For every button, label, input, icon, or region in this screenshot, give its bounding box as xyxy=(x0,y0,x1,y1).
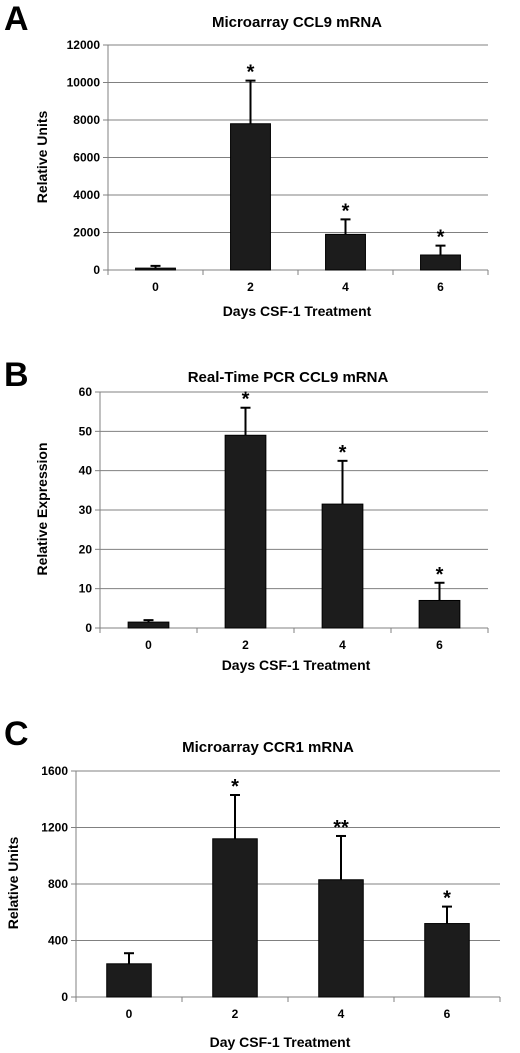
significance-marker: * xyxy=(443,888,451,910)
significance-marker: * xyxy=(247,62,255,84)
y-axis-label: Relative Expression xyxy=(34,442,50,575)
significance-marker: * xyxy=(242,389,250,411)
y-tick-label: 60 xyxy=(79,385,93,399)
x-tick-label: 6 xyxy=(437,280,444,294)
x-tick-label: 2 xyxy=(247,280,254,294)
x-tick-label: 4 xyxy=(339,638,346,652)
x-tick-label: 0 xyxy=(126,1007,133,1021)
bar xyxy=(424,923,470,998)
panel-letter: B xyxy=(4,356,29,394)
chart-b: B Real-Time PCR CCL9 mRNA Relative Expre… xyxy=(4,356,489,673)
x-tick-label: 4 xyxy=(342,280,349,294)
x-tick-label: 6 xyxy=(444,1007,451,1021)
y-tick-label: 1600 xyxy=(41,764,68,778)
y-axis-label: Relative Units xyxy=(34,110,50,203)
y-tick-label: 400 xyxy=(48,934,68,948)
y-axis-label: Relative Units xyxy=(5,836,21,929)
y-tick-label: 10000 xyxy=(67,76,101,90)
significance-marker: * xyxy=(339,442,347,464)
panel-letter: C xyxy=(4,715,29,753)
x-tick-label: 0 xyxy=(152,280,159,294)
significance-marker: * xyxy=(231,776,239,798)
y-tick-label: 10 xyxy=(79,582,93,596)
bar xyxy=(318,879,364,998)
plot-area: 0 400 800 1200 1600 0 * 2 ** 4 * 6 xyxy=(41,764,501,1021)
y-tick-label: 12000 xyxy=(67,38,101,52)
significance-marker: * xyxy=(437,227,445,249)
y-tick-label: 4000 xyxy=(73,188,100,202)
plot-area: 0 2000 4000 6000 8000 10000 12000 0 * 2 * 4 * 6 xyxy=(67,38,489,294)
bar xyxy=(321,503,364,629)
bar xyxy=(230,123,271,271)
x-tick-label: 2 xyxy=(232,1007,239,1021)
bar xyxy=(420,254,461,271)
significance-marker: ** xyxy=(333,817,349,839)
y-tick-label: 2000 xyxy=(73,226,100,240)
significance-marker: * xyxy=(436,564,444,586)
y-tick-label: 30 xyxy=(79,503,93,517)
chart-title: Real-Time PCR CCL9 mRNA xyxy=(188,369,389,386)
bar xyxy=(212,838,258,998)
y-tick-label: 8000 xyxy=(73,113,100,127)
x-axis-label: Days CSF-1 Treatment xyxy=(223,303,372,319)
y-tick-label: 1200 xyxy=(41,821,68,835)
bar xyxy=(325,233,366,271)
chart-title: Microarray CCR1 mRNA xyxy=(182,739,354,756)
y-tick-label: 6000 xyxy=(73,151,100,165)
significance-marker: * xyxy=(342,200,350,222)
x-tick-label: 6 xyxy=(436,638,443,652)
chart-title: Microarray CCL9 mRNA xyxy=(212,14,382,31)
y-tick-label: 50 xyxy=(79,424,93,438)
chart-a: A Microarray CCL9 mRNA Relative Units Da… xyxy=(4,0,489,319)
panel-letter: A xyxy=(4,0,29,38)
bar xyxy=(224,434,267,629)
y-tick-label: 800 xyxy=(48,877,68,891)
bar xyxy=(418,599,461,629)
y-tick-label: 0 xyxy=(85,621,92,635)
x-tick-label: 2 xyxy=(242,638,249,652)
x-tick-label: 0 xyxy=(145,638,152,652)
y-tick-label: 40 xyxy=(79,464,93,478)
y-tick-label: 20 xyxy=(79,542,93,556)
bar xyxy=(135,267,176,271)
y-tick-label: 0 xyxy=(93,263,100,277)
plot-area: 0 10 20 30 40 50 60 0 * 2 * 4 * 6 xyxy=(79,385,489,652)
x-axis-label: Days CSF-1 Treatment xyxy=(222,657,371,673)
chart-c: C Microarray CCR1 mRNA Relative Units Da… xyxy=(4,715,501,1050)
bar xyxy=(106,963,152,998)
y-tick-label: 0 xyxy=(61,990,68,1004)
x-axis-label: Day CSF-1 Treatment xyxy=(210,1034,351,1050)
x-tick-label: 4 xyxy=(338,1007,345,1021)
bar xyxy=(127,621,170,629)
